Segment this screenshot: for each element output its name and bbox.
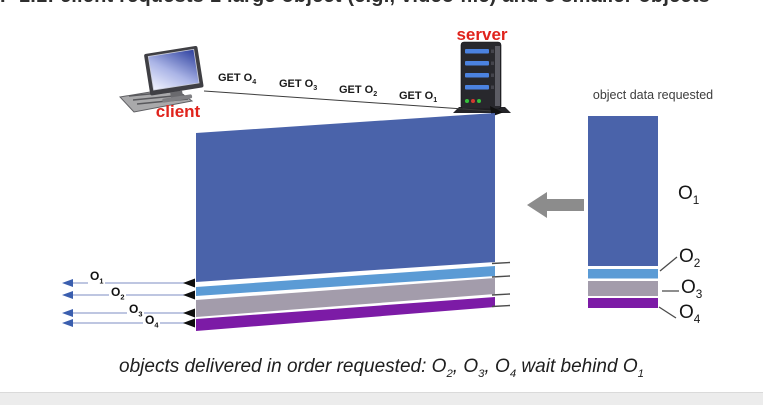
- request-label-text: GET O: [218, 72, 253, 84]
- slide-title-clipped: P 1.1: client requests 1 large object (e…: [0, 0, 763, 8]
- bottom-divider-strip: [0, 392, 763, 405]
- server-drive-bays: [465, 49, 494, 90]
- request-label-get-o4: GET O4: [218, 72, 256, 86]
- subscript: 4: [154, 320, 159, 330]
- queue-title: object data requested: [592, 88, 714, 102]
- delivery-label-text: O: [90, 269, 100, 283]
- subscript: 4: [509, 367, 517, 380]
- request-label-get-o2: GET O2: [339, 84, 377, 98]
- subscript: 2: [373, 90, 378, 99]
- request-label-get-o3: GET O3: [279, 78, 317, 92]
- queue-label-text: O: [678, 183, 693, 204]
- request-label-text: GET O: [279, 78, 314, 90]
- caption-text: , O: [452, 356, 479, 377]
- queue-label-text: O: [681, 277, 696, 298]
- delivery-arrowhead-left-o2: [62, 291, 73, 299]
- subscript: 2: [693, 256, 701, 270]
- subscript: 3: [478, 367, 485, 380]
- subscript: 3: [313, 84, 318, 93]
- delivery-label-text: O: [129, 302, 139, 316]
- server-icon: [453, 41, 511, 113]
- delivery-arrowhead-band-o1: [183, 278, 195, 288]
- caption-text: , O: [484, 356, 510, 377]
- queue-label-o2: O2: [679, 246, 700, 274]
- object-queue-bar: [588, 116, 658, 308]
- queue-label-text: O: [679, 246, 694, 267]
- server-led-lights: [465, 99, 481, 103]
- subscript: 2: [120, 292, 125, 302]
- delivery-arrowhead-left-o4: [62, 319, 73, 327]
- queue-label-o1: O1: [678, 183, 699, 211]
- subscript: 3: [138, 309, 143, 319]
- client-label: client: [155, 102, 201, 121]
- queue-segment-o3: [588, 281, 658, 296]
- delivery-arrowhead-left-o1: [62, 279, 73, 287]
- queue-to-diagram-arrow-icon: [527, 192, 584, 218]
- delivery-arrowhead-band-o4: [183, 318, 195, 328]
- server-side-panel: [495, 46, 500, 106]
- queue-segment-o2: [588, 269, 658, 279]
- delivery-label-text: O: [111, 285, 121, 299]
- caption-text: wait behind O: [516, 356, 638, 377]
- client-monitor-screen: [147, 48, 200, 91]
- delivery-arrowhead-band-o3: [183, 308, 195, 318]
- slide-caption: objects delivered in order requested: O2…: [0, 356, 763, 380]
- band-o1: [196, 113, 495, 282]
- queue-label-o4: O4: [679, 302, 700, 330]
- slide-title-text: P 1.1: client requests 1 large object (e…: [0, 0, 763, 8]
- band-o2: [196, 266, 495, 296]
- subscript: 3: [695, 287, 703, 301]
- request-label-text: GET O: [339, 84, 374, 96]
- band-boundary-ticks: [491, 261, 511, 308]
- request-label-text: GET O: [399, 90, 434, 102]
- band-o3: [196, 278, 495, 317]
- subscript: 4: [252, 78, 257, 87]
- subscript: 1: [433, 96, 438, 105]
- server-label: server: [456, 25, 508, 44]
- subscript: 2: [446, 367, 453, 380]
- request-label-get-o1: GET O1: [399, 90, 437, 104]
- subscript: 1: [637, 367, 644, 380]
- band-o4: [196, 297, 495, 331]
- queue-segment-o1: [588, 116, 658, 266]
- request-line: [203, 90, 493, 112]
- client-monitor-base: [162, 94, 193, 103]
- delivery-label-o3: O3: [127, 302, 145, 321]
- subscript: 1: [692, 193, 700, 207]
- delivery-arrowhead-left-o3: [62, 309, 73, 317]
- queue-label-o3: O3: [681, 277, 702, 305]
- delivery-label-o4: O4: [143, 313, 161, 332]
- queue-label-connectors: [658, 256, 679, 319]
- delivery-label-o2: O2: [109, 285, 127, 304]
- client-computer-icon: [118, 46, 204, 113]
- client-monitor: [144, 46, 204, 103]
- subscript: 1: [99, 276, 104, 286]
- subscript: 4: [693, 312, 701, 326]
- queue-segment-o4: [588, 298, 658, 308]
- delivery-label-o1: O1: [88, 269, 106, 288]
- queue-label-text: O: [679, 302, 694, 323]
- delivery-label-text: O: [145, 313, 155, 327]
- caption-text: objects delivered in order requested: O: [119, 356, 447, 377]
- delivery-arrowhead-band-o2: [183, 290, 195, 300]
